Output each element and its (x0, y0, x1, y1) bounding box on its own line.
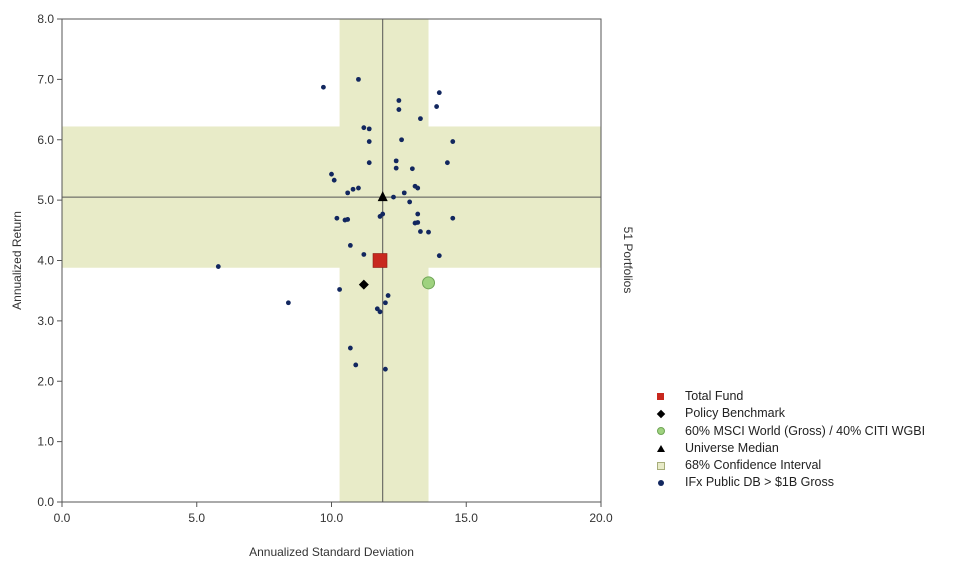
x-axis-title: Annualized Standard Deviation (249, 545, 414, 559)
universe-portfolio-point (436, 253, 442, 259)
universe-portfolio-point (356, 185, 361, 191)
universe-median-point (377, 191, 388, 202)
legend-label: IFx Public DB > $1B Gross (685, 475, 835, 490)
universe-portfolio-point (444, 160, 450, 166)
universe-portfolio-point (396, 98, 402, 103)
y-axis-title: Annualized Return (10, 211, 24, 310)
universe-portfolio-point (418, 229, 423, 234)
universe-portfolio-point (331, 177, 337, 183)
universe-portfolio-point (361, 125, 367, 131)
y-tick-label: 4.0 (37, 254, 54, 268)
universe-portfolio-point (285, 300, 291, 306)
legend-label: 68% Confidence Interval (685, 458, 822, 473)
universe-portfolio-point (434, 104, 440, 109)
universe-portfolio-point (450, 215, 456, 221)
universe-portfolio-point (407, 199, 413, 205)
y-tick-label: 2.0 (37, 374, 54, 388)
universe-portfolio-point (415, 185, 421, 191)
legend-item-total-fund: Total Fund (656, 388, 925, 405)
universe-portfolio-point (409, 166, 415, 172)
universe-portfolio-point (353, 362, 359, 368)
legend-item-ifx-universe: IFx Public DB > $1B Gross (656, 474, 925, 491)
universe-portfolio-point (436, 90, 442, 96)
legend-label: Total Fund (685, 389, 744, 403)
legend-item-universe-median: Universe Median (656, 440, 925, 457)
black-diamond-icon (656, 409, 665, 419)
universe-portfolio-point (383, 366, 388, 372)
shaded-square-icon (656, 461, 665, 470)
legend-label: 60% MSCI World (Gross) / 40% CITI WGBI (685, 423, 926, 438)
data-points (215, 76, 456, 372)
universe-portfolio-point (366, 126, 372, 132)
universe-portfolio-point (366, 139, 372, 144)
universe-portfolio-point (350, 186, 356, 192)
x-tick-label: 15.0 (455, 511, 479, 525)
axis-ticks: 0.0 5.0 10.0 15.0 20.0 0.0 1.0 2.0 3.0 4.0 5.0 6.0 7… (37, 12, 613, 525)
universe-portfolio-point (356, 76, 361, 82)
y-tick-label: 5.0 (37, 193, 54, 207)
universe-portfolio-point (366, 160, 372, 166)
universe-portfolio-point (383, 300, 388, 306)
universe-portfolio-point (450, 139, 456, 144)
universe-portfolio-point (393, 165, 399, 171)
universe-portfolio-point (412, 220, 418, 226)
red-square-icon (656, 392, 665, 401)
universe-portfolio-point (426, 229, 431, 235)
universe-portfolio-point (215, 264, 221, 269)
universe-portfolio-point (329, 171, 334, 177)
y-tick-label: 1.0 (37, 435, 54, 449)
total-fund-point (372, 253, 388, 268)
policy-benchmark-point (358, 279, 369, 290)
universe-portfolio-point (347, 345, 353, 351)
universe-portfolio-point (361, 252, 367, 257)
universe-portfolio-point (321, 84, 326, 90)
universe-portfolio-point (337, 287, 342, 292)
universe-portfolio-point (418, 116, 423, 122)
universe-portfolio-point (393, 158, 399, 164)
universe-portfolio-point (345, 190, 351, 196)
legend-item-confidence-interval: 68% Confidence Interval (656, 457, 925, 474)
x-tick-label: 5.0 (188, 511, 205, 525)
universe-portfolio-point (399, 137, 404, 143)
universe-portfolio-point (415, 211, 421, 217)
universe-portfolio-point (347, 243, 353, 248)
universe-portfolio-point (385, 293, 391, 298)
y-tick-label: 3.0 (37, 314, 54, 328)
x-tick-label: 0.0 (54, 511, 71, 525)
x-tick-label: 10.0 (320, 511, 344, 525)
y-tick-label: 7.0 (37, 72, 54, 86)
y-tick-label: 8.0 (37, 12, 54, 26)
green-circle-icon (656, 427, 665, 436)
legend-label: Policy Benchmark (685, 406, 786, 421)
universe-portfolio-point (345, 217, 351, 222)
universe-portfolio-point (380, 211, 386, 217)
universe-portfolio-point (334, 215, 340, 221)
navy-dot-icon (656, 479, 665, 488)
msci-citi-blend-point (422, 276, 436, 290)
universe-portfolio-point (391, 194, 396, 200)
y-tick-label: 0.0 (37, 495, 54, 509)
universe-portfolio-point (401, 190, 407, 196)
universe-portfolio-point (377, 309, 383, 315)
black-triangle-icon (656, 444, 665, 453)
legend-label: Universe Median (685, 440, 779, 455)
chart-legend: Total Fund Policy Benchmark 60% MSCI Wor… (656, 388, 925, 492)
confidence-interval-bands (62, 19, 601, 502)
y-tick-label: 6.0 (37, 133, 54, 147)
universe-portfolio-point (396, 107, 402, 112)
legend-item-msci-citi-blend: 60% MSCI World (Gross) / 40% CITI WGBI (656, 423, 925, 440)
portfolio-count-label: 51 Portfolios (621, 227, 635, 294)
x-tick-label: 20.0 (589, 511, 613, 525)
legend-item-policy-benchmark: Policy Benchmark (656, 405, 925, 422)
